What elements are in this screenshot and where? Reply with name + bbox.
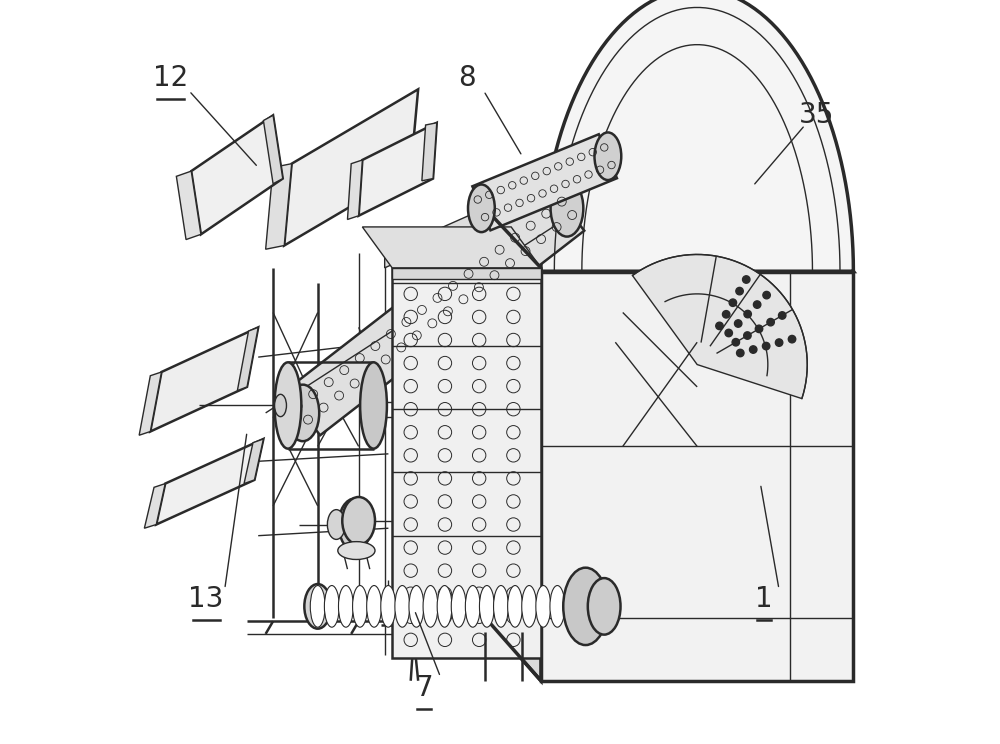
Ellipse shape	[522, 586, 537, 627]
Polygon shape	[286, 186, 584, 435]
Circle shape	[725, 330, 732, 337]
Ellipse shape	[395, 586, 410, 627]
Polygon shape	[385, 208, 485, 268]
Circle shape	[734, 320, 742, 327]
Text: 8: 8	[458, 64, 475, 92]
Circle shape	[749, 346, 757, 353]
Polygon shape	[632, 254, 807, 399]
Ellipse shape	[304, 584, 331, 629]
Ellipse shape	[275, 362, 301, 449]
Ellipse shape	[339, 498, 371, 551]
Polygon shape	[362, 227, 541, 268]
Polygon shape	[472, 134, 617, 231]
Polygon shape	[284, 89, 418, 246]
Text: 1: 1	[755, 585, 773, 613]
Circle shape	[788, 336, 796, 343]
Ellipse shape	[324, 586, 339, 627]
Circle shape	[732, 339, 740, 346]
Ellipse shape	[550, 586, 565, 627]
Ellipse shape	[327, 510, 345, 539]
Circle shape	[767, 318, 774, 326]
Text: 7: 7	[415, 674, 433, 702]
Polygon shape	[237, 327, 258, 391]
Ellipse shape	[451, 586, 466, 627]
Polygon shape	[392, 268, 541, 658]
Polygon shape	[266, 164, 292, 249]
Polygon shape	[150, 327, 258, 432]
Ellipse shape	[479, 586, 494, 627]
Polygon shape	[191, 115, 283, 234]
Text: 35: 35	[799, 101, 834, 129]
Ellipse shape	[286, 385, 319, 441]
Ellipse shape	[588, 578, 621, 635]
Ellipse shape	[409, 586, 424, 627]
Polygon shape	[347, 160, 362, 219]
Circle shape	[755, 325, 763, 333]
Polygon shape	[176, 171, 201, 240]
Circle shape	[737, 349, 744, 356]
Ellipse shape	[275, 394, 286, 417]
Text: 13: 13	[188, 585, 224, 613]
Circle shape	[744, 310, 751, 318]
Polygon shape	[244, 439, 263, 484]
Ellipse shape	[494, 586, 508, 627]
Ellipse shape	[594, 132, 621, 180]
Circle shape	[763, 292, 770, 299]
Polygon shape	[422, 123, 437, 181]
Ellipse shape	[423, 586, 438, 627]
Ellipse shape	[563, 568, 608, 645]
Ellipse shape	[310, 586, 325, 627]
Polygon shape	[392, 268, 541, 279]
Ellipse shape	[468, 185, 495, 232]
Ellipse shape	[536, 586, 551, 627]
Ellipse shape	[367, 586, 382, 627]
Ellipse shape	[578, 586, 593, 627]
Circle shape	[722, 310, 730, 318]
Ellipse shape	[342, 497, 375, 545]
Circle shape	[762, 342, 770, 350]
Ellipse shape	[381, 586, 396, 627]
Ellipse shape	[437, 586, 452, 627]
Ellipse shape	[353, 586, 367, 627]
Polygon shape	[541, 272, 853, 681]
Circle shape	[775, 339, 783, 346]
Circle shape	[753, 301, 761, 308]
Text: 12: 12	[153, 64, 188, 92]
Polygon shape	[541, 0, 853, 272]
Ellipse shape	[338, 542, 375, 559]
Polygon shape	[485, 208, 853, 272]
Polygon shape	[156, 439, 263, 525]
Circle shape	[729, 299, 737, 307]
Ellipse shape	[360, 362, 387, 449]
Polygon shape	[485, 208, 541, 681]
Ellipse shape	[338, 586, 353, 627]
Circle shape	[736, 287, 743, 295]
Ellipse shape	[564, 586, 579, 627]
Ellipse shape	[551, 180, 583, 237]
Circle shape	[744, 332, 751, 339]
Ellipse shape	[465, 586, 480, 627]
Polygon shape	[359, 123, 437, 216]
Polygon shape	[263, 115, 283, 184]
Polygon shape	[139, 372, 161, 435]
Ellipse shape	[508, 586, 523, 627]
Circle shape	[743, 276, 750, 283]
Circle shape	[716, 322, 723, 330]
Polygon shape	[144, 484, 165, 528]
Circle shape	[778, 312, 786, 319]
